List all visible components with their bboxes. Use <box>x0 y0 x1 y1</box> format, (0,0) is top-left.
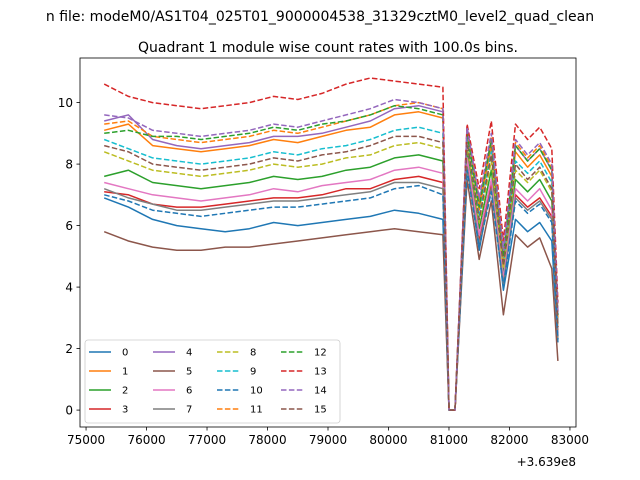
y-tick-label: 6 <box>65 219 73 233</box>
series-line-2 <box>104 151 559 411</box>
x-tick-label: 82000 <box>490 433 528 447</box>
series-line-13 <box>103 77 559 411</box>
series-line-0 <box>103 160 559 411</box>
legend-label-15: 15 <box>314 405 327 416</box>
x-tick-label: 76000 <box>127 433 165 447</box>
y-tick-label: 2 <box>65 342 73 356</box>
figure-suptitle: n file: modeM0/AS1T04_025T01_9000004538_… <box>46 9 594 25</box>
x-tick-label: 79000 <box>309 433 347 447</box>
legend-label-8: 8 <box>250 348 256 359</box>
legend-label-12: 12 <box>314 348 327 359</box>
legend-label-0: 0 <box>122 348 128 359</box>
series-line-10 <box>104 169 559 411</box>
series-line-5 <box>103 178 559 411</box>
x-axis: 75000 76000 77000 78000 79000 80000 81000 82000… <box>67 427 589 447</box>
series-layer <box>103 77 559 411</box>
x-tick-label: 78000 <box>248 433 286 447</box>
y-tick-label: 0 <box>65 404 73 418</box>
series-line-15 <box>104 135 559 411</box>
legend-label-4: 4 <box>186 348 192 359</box>
plot-frame <box>79 57 577 428</box>
x-tick-label: 81000 <box>430 433 468 447</box>
legend-label-10: 10 <box>250 386 263 397</box>
legend-label-2: 2 <box>122 386 128 397</box>
legend-label-6: 6 <box>186 386 192 397</box>
x-tick-label: 80000 <box>369 433 407 447</box>
series-line-12 <box>104 104 559 411</box>
legend-label-1: 1 <box>122 367 128 378</box>
x-offset-label: +3.639e8 <box>517 455 576 469</box>
y-tick-label: 4 <box>65 281 73 295</box>
chart-title: Quadrant 1 module wise count rates with … <box>138 40 518 56</box>
legend-label-7: 7 <box>186 405 192 416</box>
x-tick-label: 77000 <box>188 433 226 447</box>
x-tick-label: 83000 <box>551 433 589 447</box>
legend-label-3: 3 <box>122 405 128 416</box>
legend-frame <box>84 339 341 424</box>
legend-label-14: 14 <box>314 386 327 397</box>
y-tick-label: 10 <box>58 96 73 110</box>
x-tick-label: 75000 <box>67 433 105 447</box>
legend-label-13: 13 <box>314 367 327 378</box>
legend-label-5: 5 <box>186 367 192 378</box>
legend-label-9: 9 <box>250 367 256 378</box>
series-line-14 <box>104 98 559 411</box>
y-tick-label: 8 <box>65 158 73 172</box>
series-line-6 <box>104 157 559 411</box>
legend-label-11: 11 <box>250 405 263 416</box>
y-axis: 0 2 4 6 8 10 <box>58 96 80 418</box>
series-line-8 <box>103 141 559 411</box>
